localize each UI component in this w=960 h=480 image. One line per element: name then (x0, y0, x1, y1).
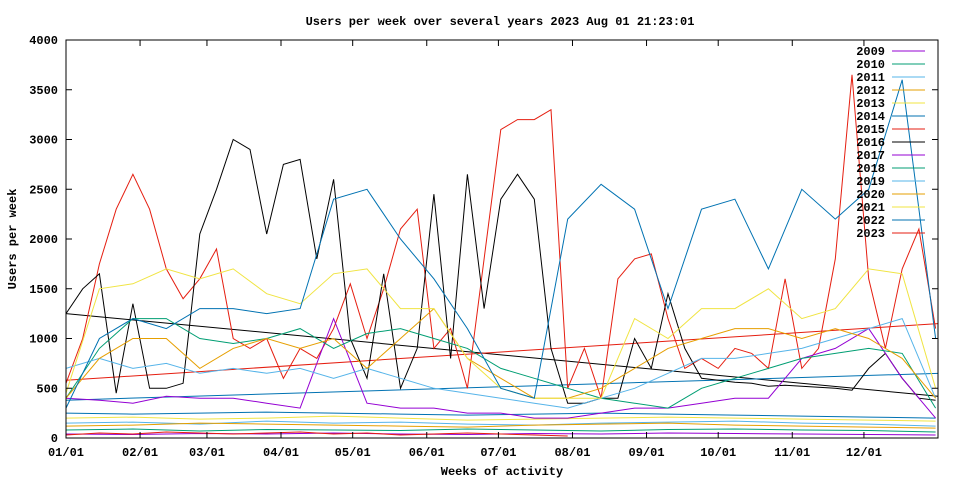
legend-label-2017: 2017 (856, 149, 885, 163)
x-tick-label: 09/01 (629, 446, 665, 460)
trend-line-trend-2016 (65, 313, 939, 397)
x-tick-label: 04/01 (263, 446, 299, 460)
legend-label-2010: 2010 (856, 58, 885, 72)
x-tick-label: 10/01 (700, 446, 736, 460)
y-tick-label: 1500 (29, 283, 58, 297)
series-line-2010 (65, 428, 936, 433)
y-tick-label: 2500 (29, 183, 58, 197)
series-line-2023 (65, 431, 568, 437)
y-tick-label: 3500 (29, 84, 58, 98)
y-tick-label: 3000 (29, 134, 58, 148)
legend-label-2016: 2016 (856, 136, 885, 150)
series-line-2014 (65, 411, 936, 419)
legend-label-2021: 2021 (856, 201, 885, 215)
y-tick-label: 2000 (29, 233, 58, 247)
legend-label-2015: 2015 (856, 123, 885, 137)
legend: 2009201020112012201320142015201620172018… (856, 45, 925, 241)
y-tick-label: 500 (36, 382, 58, 396)
legend-label-2014: 2014 (856, 110, 885, 124)
axes-layer: 0 500 1000 1500 2000 2500 3000 3500 4000 01/01 02/… (29, 34, 939, 460)
series-line-2012 (65, 422, 936, 429)
y-tick-label: 0 (51, 432, 58, 446)
y-tick-label: 4000 (29, 34, 58, 48)
x-tick-label: 02/01 (122, 446, 158, 460)
chart-title: Users per week over several years 2023 A… (306, 15, 695, 29)
series-line-2022 (65, 79, 937, 409)
x-tick-label: 11/01 (774, 446, 810, 460)
y-tick-label: 1000 (29, 333, 58, 347)
series-line-2016 (65, 138, 936, 404)
legend-label-2023: 2023 (856, 227, 885, 241)
x-tick-label: 01/01 (48, 446, 84, 460)
trend-line-trend-2022 (65, 372, 939, 401)
x-tick-label: 05/01 (335, 446, 371, 460)
series-line-2017 (65, 317, 936, 419)
x-tick-label: 06/01 (409, 446, 445, 460)
x-tick-label: 07/01 (480, 446, 516, 460)
y-axis-label: Users per week (6, 189, 20, 290)
series-line-2013 (65, 415, 936, 422)
series-line-2018 (65, 318, 937, 409)
series-line-2015 (65, 74, 937, 399)
series-line-2020 (65, 307, 936, 399)
legend-label-2020: 2020 (856, 188, 885, 202)
legend-label-2022: 2022 (856, 214, 885, 228)
legend-label-2011: 2011 (856, 71, 885, 85)
x-tick-label: 08/01 (554, 446, 590, 460)
legend-label-2009: 2009 (856, 45, 885, 59)
legend-label-2012: 2012 (856, 84, 885, 98)
plot-border (65, 39, 939, 439)
x-axis-label: Weeks of activity (441, 465, 563, 479)
x-tick-label: 03/01 (189, 446, 225, 460)
trend-line-trend-2015 (65, 323, 939, 381)
legend-label-2019: 2019 (856, 175, 885, 189)
series-layer (65, 74, 939, 437)
series-line-2019 (65, 317, 937, 409)
x-tick-label: 12/01 (846, 446, 882, 460)
legend-label-2013: 2013 (856, 97, 885, 111)
legend-label-2018: 2018 (856, 162, 885, 176)
